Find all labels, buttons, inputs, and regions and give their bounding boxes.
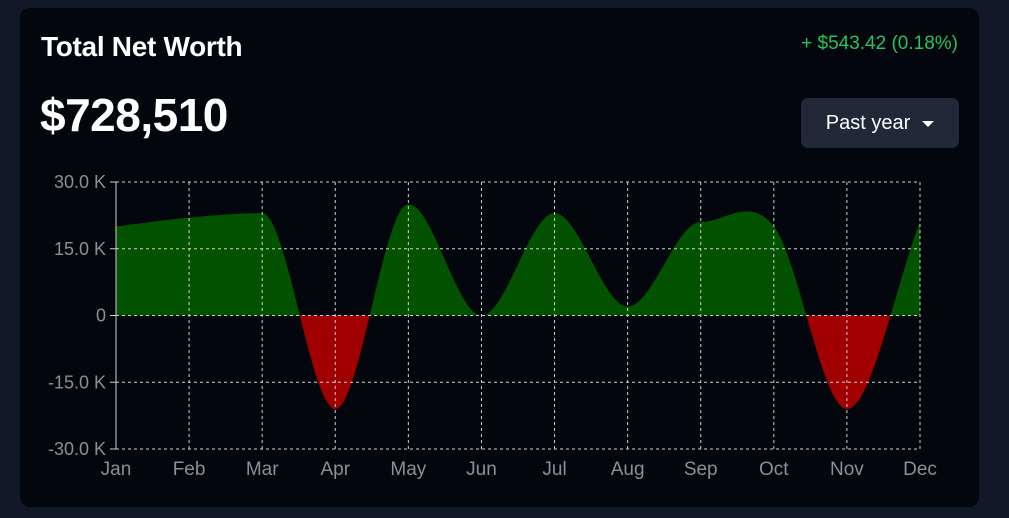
y-tick-label: -15.0 K	[48, 372, 106, 392]
y-tick-label: 30.0 K	[54, 172, 106, 192]
x-tick-label: Dec	[903, 459, 937, 480]
time-range-label: Past year	[825, 111, 911, 134]
caret-down-icon	[922, 121, 935, 127]
x-tick-label: May	[390, 459, 426, 480]
x-tick-label: Oct	[759, 459, 789, 480]
x-tick-label: Apr	[320, 459, 350, 480]
positive-area	[116, 204, 920, 316]
y-tick-label: 0	[96, 306, 106, 326]
x-tick-label: Aug	[611, 459, 645, 480]
change-indicator: + $543.42 (0.18%)	[801, 33, 958, 54]
x-tick-label: Feb	[173, 459, 206, 480]
y-tick-label: 15.0 K	[54, 239, 106, 259]
net-worth-card: Total Net Worth + $543.42 (0.18%) $728,5…	[20, 8, 979, 507]
x-tick-label: Mar	[246, 459, 279, 480]
y-tick-label: -30.0 K	[48, 439, 106, 459]
x-tick-label: Jan	[101, 459, 132, 480]
x-tick-label: Jul	[542, 459, 566, 480]
card-title: Total Net Worth	[41, 31, 243, 62]
negative-area	[116, 315, 920, 409]
x-tick-label: Nov	[830, 459, 864, 480]
x-tick-label: Sep	[684, 459, 718, 480]
time-range-dropdown[interactable]: Past year	[801, 98, 959, 148]
net-worth-value: $728,510	[40, 89, 228, 141]
x-tick-label: Jun	[466, 459, 497, 480]
